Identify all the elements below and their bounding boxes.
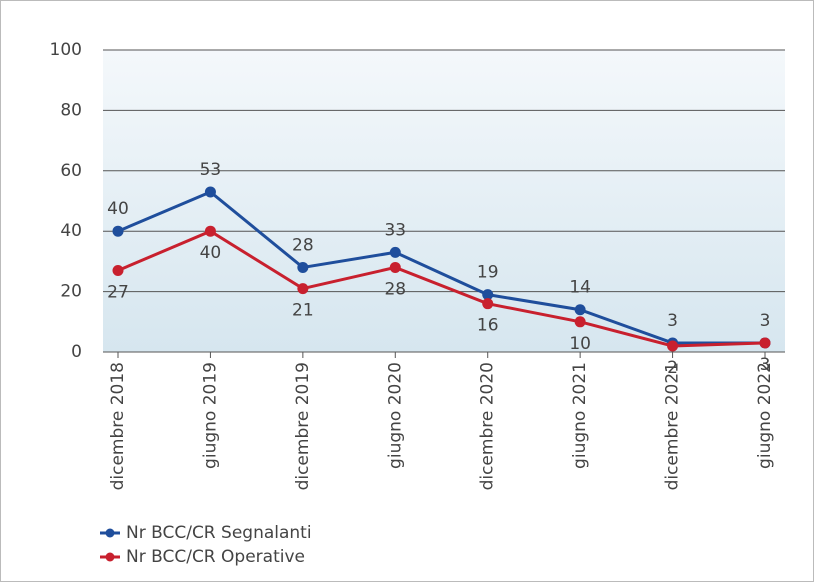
data-label: 33 xyxy=(384,220,406,240)
data-label: 3 xyxy=(667,311,678,331)
point xyxy=(204,186,216,198)
x-tick-label: giugno 2020 xyxy=(385,362,405,469)
plot-background xyxy=(103,50,785,352)
y-tick-label: 40 xyxy=(60,221,82,241)
y-tick-label: 80 xyxy=(60,100,82,120)
y-tick-label: 0 xyxy=(71,342,82,362)
y-tick-label: 100 xyxy=(50,40,82,60)
legend-label: Nr BCC/CR Segnalanti xyxy=(126,523,312,543)
x-tick-label: giugno 2019 xyxy=(200,362,220,469)
data-label: 40 xyxy=(107,199,129,219)
point xyxy=(574,304,586,316)
data-label: 27 xyxy=(107,282,129,302)
x-tick-label: giugno 2022 xyxy=(755,362,775,469)
data-label: 10 xyxy=(569,334,591,354)
x-tick-label: dicembre 2021 xyxy=(663,362,683,490)
data-label: 3 xyxy=(760,355,771,375)
data-label: 53 xyxy=(200,160,222,180)
x-tick-label: dicembre 2020 xyxy=(478,362,498,490)
point xyxy=(482,289,494,301)
series-line xyxy=(117,229,766,348)
data-label: 3 xyxy=(760,311,771,331)
data-label: 16 xyxy=(477,316,499,336)
x-tick-label: giugno 2021 xyxy=(570,362,590,469)
legend-marker xyxy=(105,528,115,538)
point xyxy=(112,225,124,237)
point xyxy=(112,264,124,276)
data-label: 19 xyxy=(477,263,499,283)
x-tick-label: dicembre 2018 xyxy=(108,362,128,490)
point xyxy=(297,261,309,273)
data-label: 28 xyxy=(384,279,406,299)
point xyxy=(389,246,401,258)
data-label: 14 xyxy=(569,278,591,298)
point xyxy=(204,225,216,237)
point xyxy=(482,298,494,310)
data-label: 21 xyxy=(292,301,314,321)
point xyxy=(759,337,771,349)
x-tick-label: dicembre 2019 xyxy=(293,362,313,490)
point xyxy=(667,340,679,352)
legend-label: Nr BCC/CR Operative xyxy=(126,547,305,567)
point xyxy=(389,261,401,273)
point xyxy=(574,316,586,328)
data-label: 28 xyxy=(292,235,314,255)
y-tick-label: 60 xyxy=(60,161,82,181)
y-tick-label: 20 xyxy=(60,282,82,302)
legend-marker xyxy=(105,552,115,562)
series-line xyxy=(117,190,765,345)
data-label: 2 xyxy=(667,358,678,378)
data-label: 40 xyxy=(200,243,222,263)
point xyxy=(297,283,309,295)
